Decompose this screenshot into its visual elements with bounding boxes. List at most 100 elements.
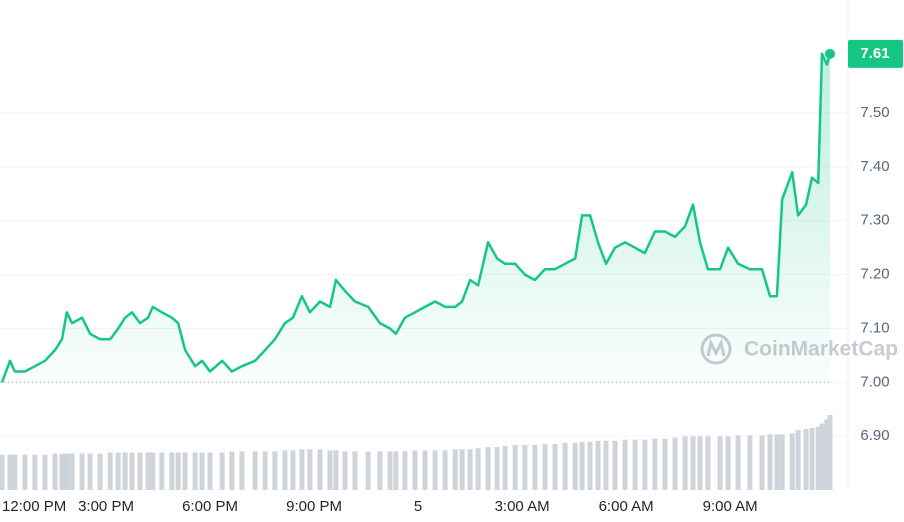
volume-bar — [64, 453, 70, 490]
volume-bar — [199, 452, 205, 490]
volume-bar — [652, 438, 658, 490]
volume-bar — [459, 449, 465, 490]
volume-bar — [87, 453, 93, 490]
y-tick-label: 7.50 — [860, 104, 889, 121]
x-tick-label: 5 — [414, 498, 422, 515]
volume-bar — [262, 451, 268, 490]
y-tick-label: 7.00 — [860, 373, 889, 390]
volume-bar — [612, 440, 618, 490]
volume-bar — [69, 453, 75, 490]
y-tick-label: 7.10 — [860, 319, 889, 336]
volume-bar — [452, 449, 458, 490]
volume-bar — [42, 454, 48, 490]
price-badge-label: 7.61 — [860, 45, 889, 62]
y-tick-label: 7.30 — [860, 212, 889, 229]
volume-bar — [672, 437, 678, 490]
volume-bar — [522, 445, 528, 490]
price-line — [0, 52, 832, 383]
volume-bar — [412, 450, 418, 490]
volume-bar — [735, 435, 741, 490]
volume-bar — [387, 451, 393, 490]
volume-bar — [79, 453, 85, 490]
volume-bar — [603, 440, 609, 490]
volume-bar — [717, 436, 723, 490]
volume-bar — [512, 445, 518, 490]
volume-bar — [175, 452, 181, 490]
volume-bar — [432, 450, 438, 490]
volume-bar — [827, 415, 833, 490]
volume-bar — [747, 435, 753, 490]
volume-bar — [159, 452, 165, 490]
volume-bar — [587, 441, 593, 490]
volume-bar — [475, 448, 481, 490]
volume-bar — [365, 451, 371, 490]
volume-bar — [422, 450, 428, 490]
volume-bar — [552, 443, 558, 490]
volume-bar — [377, 451, 383, 490]
volume-bar — [129, 452, 135, 490]
area — [2, 53, 830, 383]
x-tick-label: 3:00 AM — [495, 498, 550, 515]
volume-bar — [393, 451, 399, 490]
x-tick-label: 9:00 PM — [286, 498, 342, 515]
volume-bar — [342, 451, 348, 490]
y-tick-label: 6.90 — [860, 427, 889, 444]
x-tick-label: 3:00 PM — [78, 498, 134, 515]
volume-bar — [252, 451, 258, 490]
volume-bar — [352, 451, 358, 490]
volume-bar — [690, 436, 696, 490]
volume-bar — [697, 436, 703, 490]
volume-bar — [809, 427, 815, 490]
volume-bar — [767, 434, 773, 490]
volume-bar — [485, 447, 491, 490]
volume-bar — [642, 439, 648, 490]
volume-bar — [819, 423, 825, 490]
volume-bar — [299, 449, 305, 490]
volume-bar — [502, 446, 508, 490]
volume-bar — [803, 428, 809, 490]
volume-bar — [22, 454, 28, 490]
volume-bar — [682, 436, 688, 490]
volume-bar — [282, 450, 288, 490]
volume-bar — [759, 435, 765, 490]
x-tick-label: 6:00 AM — [599, 498, 654, 515]
x-tick-label: 12:00 PM — [2, 498, 66, 515]
volume-bar — [542, 443, 548, 490]
volume-bar — [632, 439, 638, 490]
volume-bar — [333, 450, 339, 490]
volume-bar — [182, 452, 188, 490]
volume-bar — [327, 450, 333, 490]
y-tick-label: 7.40 — [860, 158, 889, 175]
volume-bar — [59, 453, 65, 490]
volume-bar — [97, 453, 103, 490]
volume-bar — [725, 436, 731, 490]
volume-bar — [402, 451, 408, 490]
volume-bar — [192, 452, 198, 490]
volume-bar — [532, 445, 538, 490]
volume-bar — [307, 449, 313, 490]
volume-bar — [239, 451, 245, 490]
volume-bar — [789, 433, 795, 490]
x-tick-label: 6:00 PM — [182, 498, 238, 515]
volume-bar — [317, 449, 323, 490]
volume-bar — [150, 452, 156, 490]
volume-bar — [229, 451, 235, 490]
price-badge — [848, 39, 903, 68]
volume-bar — [595, 440, 601, 490]
volume-bar — [137, 452, 143, 490]
volume-bar — [442, 450, 448, 490]
volume-bar — [145, 452, 151, 490]
y-tick-label: 7.20 — [860, 266, 889, 283]
volume-bar — [0, 454, 5, 490]
volume-bar — [122, 452, 128, 490]
volume-bar — [815, 426, 821, 490]
volume-bar — [795, 430, 801, 490]
volume-bar — [219, 452, 225, 490]
volume-bar — [32, 454, 38, 490]
volume-bar — [52, 453, 58, 490]
volume-bar — [705, 436, 711, 490]
x-tick-label: 9:00 AM — [703, 498, 758, 515]
volume-bar — [774, 434, 780, 490]
volume-bar — [107, 452, 113, 490]
